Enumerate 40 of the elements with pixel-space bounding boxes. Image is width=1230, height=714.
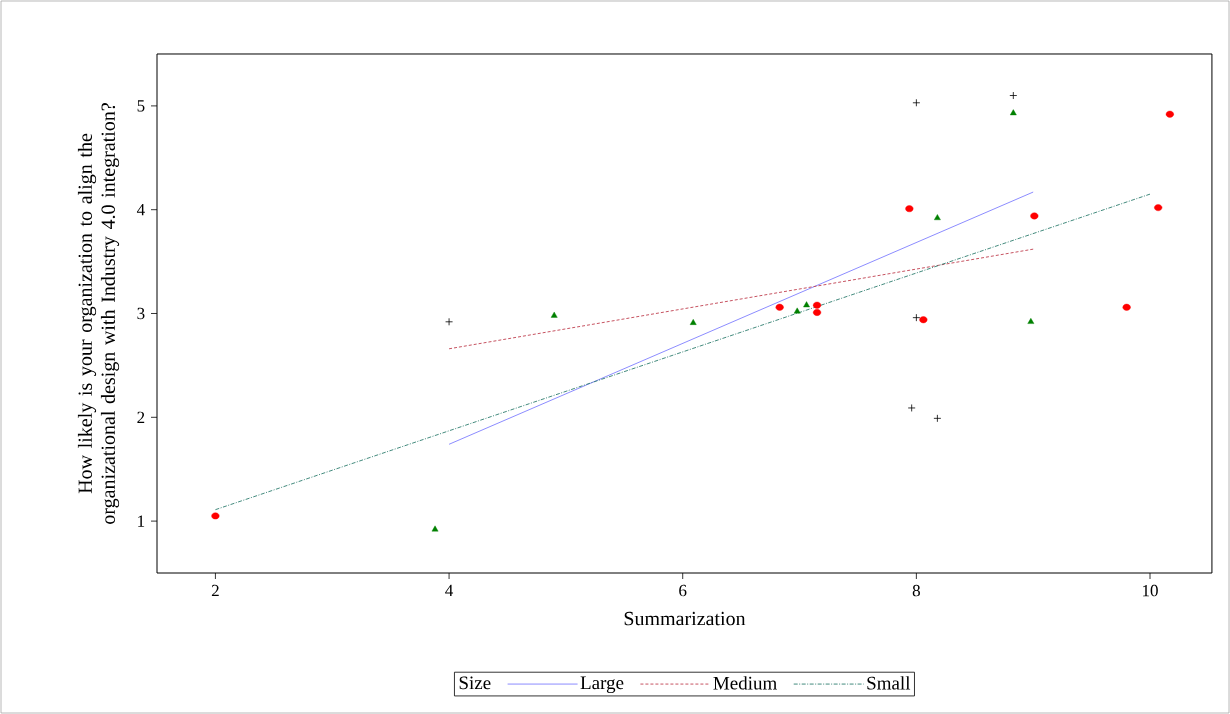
point <box>689 319 697 325</box>
point <box>445 317 453 326</box>
y-tick-label: 4 <box>136 204 145 216</box>
point <box>803 301 810 308</box>
y-tick-label: 5 <box>137 100 145 112</box>
legend-label: Large <box>580 676 624 694</box>
x-tick-label: 8 <box>912 584 920 597</box>
point <box>912 313 921 322</box>
y-tick-label: 3 <box>137 307 145 320</box>
x-tick-label: 4 <box>445 584 454 597</box>
point <box>933 414 942 423</box>
point <box>1165 110 1174 118</box>
point <box>1030 212 1039 220</box>
x-tick-label: 6 <box>679 584 687 597</box>
point <box>431 525 439 532</box>
legend-label: Small <box>867 676 911 690</box>
point <box>793 307 801 314</box>
point <box>905 205 914 213</box>
point <box>1122 303 1131 311</box>
point <box>550 311 558 318</box>
x-tick-label: 10 <box>1143 584 1158 597</box>
point <box>912 98 921 107</box>
y-axis-title: How likely is your organization to align the organizational design with Industry 4.0 integration? <box>77 103 120 524</box>
point <box>919 316 928 324</box>
point <box>813 309 822 316</box>
legend-title: Size <box>459 676 491 690</box>
y-tick-label: 1 <box>138 515 145 527</box>
point <box>907 404 916 412</box>
point <box>1027 318 1035 324</box>
legend-label: Medium <box>713 676 777 690</box>
point <box>775 303 784 311</box>
y-tick-label: 2 <box>137 411 145 423</box>
point <box>211 512 220 520</box>
point <box>934 214 941 220</box>
point <box>813 301 822 309</box>
x-tick-label: 2 <box>211 584 219 597</box>
x-axis-title: Summarization <box>624 611 746 626</box>
point <box>1154 204 1163 212</box>
point <box>1009 91 1018 100</box>
point <box>1010 109 1017 116</box>
